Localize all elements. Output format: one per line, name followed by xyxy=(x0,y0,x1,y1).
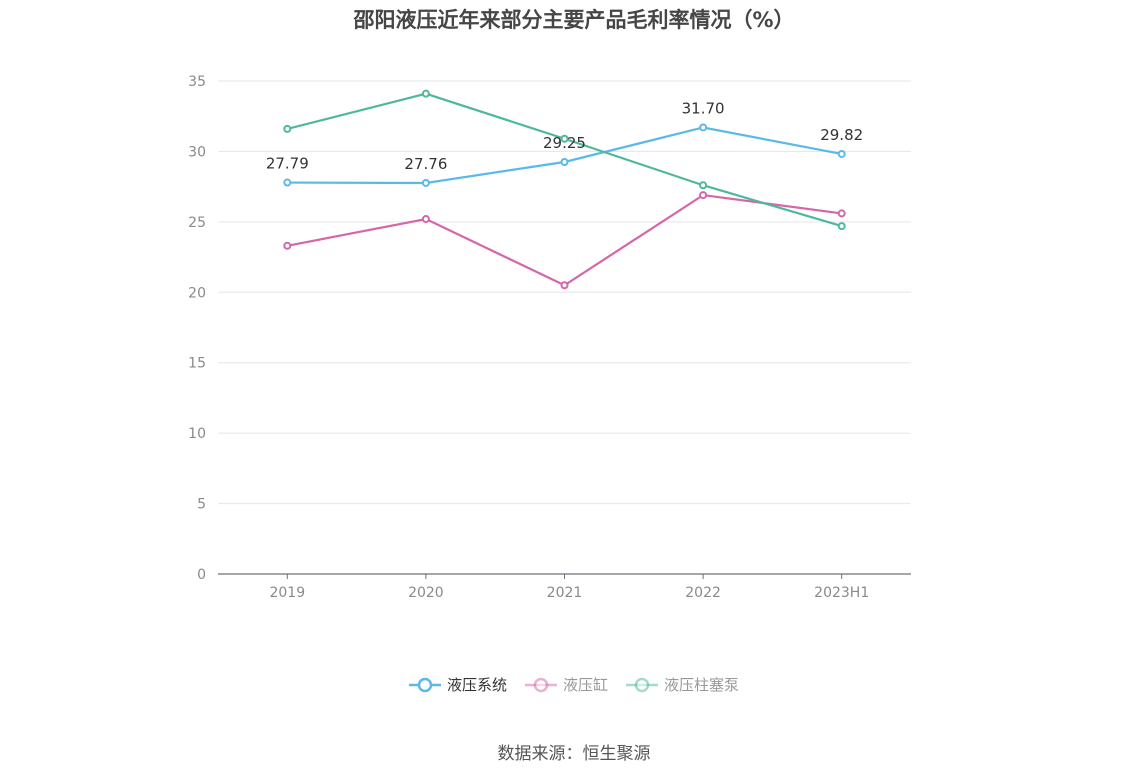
y-tick-label: 25 xyxy=(188,215,206,231)
data-point xyxy=(837,222,846,231)
x-tick-label: 2020 xyxy=(408,585,444,601)
legend-item[interactable]: 液压缸 xyxy=(524,674,608,695)
data-label: 27.79 xyxy=(266,155,309,173)
legend-item[interactable]: 液压系统 xyxy=(408,674,507,695)
legend-item[interactable]: 液压柱塞泵 xyxy=(626,674,739,695)
x-tick-label: 2021 xyxy=(547,585,583,601)
legend-label: 液压缸 xyxy=(562,676,608,694)
legend-swatch xyxy=(524,677,557,692)
data-label: 29.82 xyxy=(820,126,863,144)
data-point xyxy=(837,209,846,218)
y-tick-label: 30 xyxy=(188,144,206,160)
legend-label: 液压系统 xyxy=(446,676,507,694)
y-axis-ticks: 0 5 10 15 20 25 30 35 xyxy=(188,74,206,583)
chart-title: 邵阳液压近年来部分主要产品毛利率情况（%） xyxy=(353,8,795,32)
legend-label: 液压柱塞泵 xyxy=(664,676,740,694)
y-tick-label: 5 xyxy=(197,497,206,513)
data-point xyxy=(421,178,430,187)
data-point xyxy=(421,215,430,224)
series-line xyxy=(287,193,842,287)
x-axis: 2019 2020 2021 2022 2023H1 xyxy=(218,573,911,601)
y-tick-label: 35 xyxy=(188,74,206,90)
y-tick-label: 0 xyxy=(197,567,206,583)
data-point xyxy=(699,181,708,190)
legend: 液压系统 液压缸 液压柱塞泵 xyxy=(0,674,1148,695)
y-tick-label: 20 xyxy=(188,285,206,301)
legend-swatch xyxy=(626,677,658,692)
x-tick-label: 2023H1 xyxy=(814,585,869,601)
series-group xyxy=(283,89,846,290)
data-point xyxy=(560,281,569,290)
data-point xyxy=(421,89,430,98)
source-note: 数据来源：恒生聚源 xyxy=(497,744,651,764)
data-point xyxy=(560,157,569,166)
data-point xyxy=(283,124,292,133)
data-labels: 27.79 27.76 29.25 31.70 29.82 xyxy=(266,99,863,172)
x-tick-label: 2019 xyxy=(269,585,305,601)
data-label: 27.76 xyxy=(404,155,447,173)
legend-swatch xyxy=(408,677,441,692)
data-point xyxy=(560,134,569,143)
data-point xyxy=(699,191,708,200)
y-tick-label: 10 xyxy=(188,426,206,442)
data-label: 31.70 xyxy=(682,99,725,117)
y-tick-label: 15 xyxy=(188,356,206,372)
data-point xyxy=(837,149,846,158)
data-point xyxy=(283,241,292,250)
data-point xyxy=(699,123,708,132)
x-tick-label: 2022 xyxy=(685,585,721,601)
data-label: 29.25 xyxy=(543,134,586,152)
grid-lines xyxy=(218,80,911,505)
data-point xyxy=(283,178,292,187)
